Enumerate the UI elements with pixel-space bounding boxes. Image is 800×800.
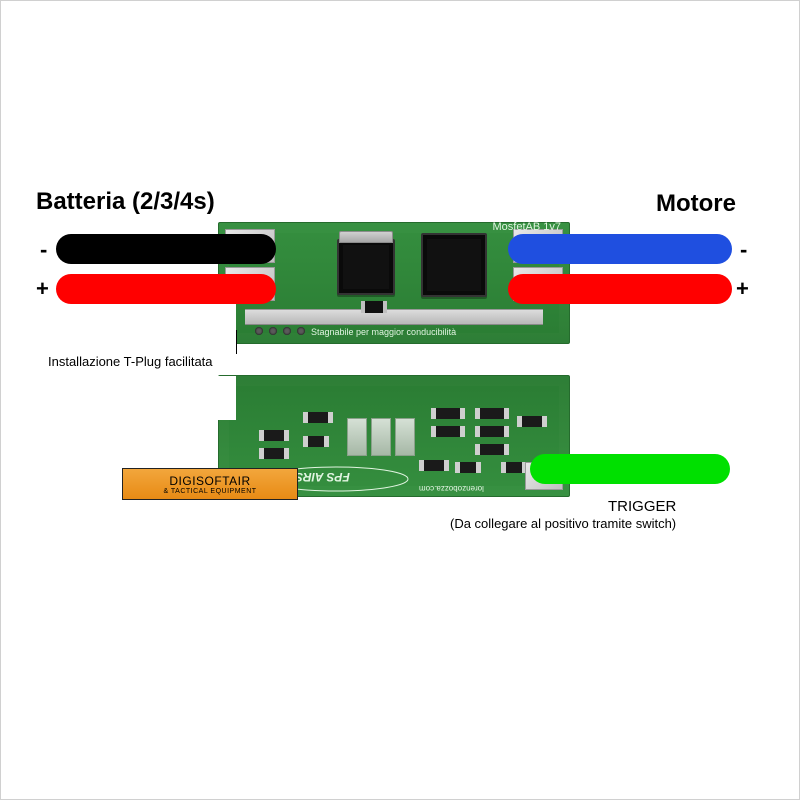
image-frame xyxy=(0,0,800,800)
